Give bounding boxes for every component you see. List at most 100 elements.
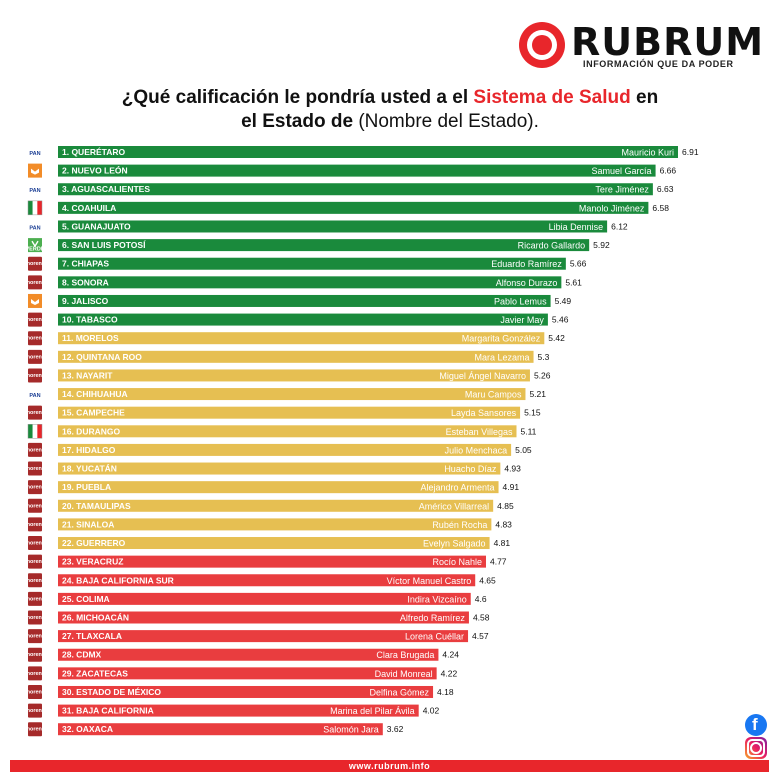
logo-dot-icon <box>532 35 552 55</box>
svg-text:morena: morena <box>25 596 46 602</box>
bar <box>58 183 653 196</box>
value-label: 5.05 <box>515 445 532 455</box>
party-logo-morena: morena <box>25 256 46 271</box>
party-logo-morena: morena <box>25 610 46 625</box>
state-label: 15. CAMPECHE <box>62 408 125 418</box>
party-logo-morena: morena <box>25 591 46 606</box>
party-logo-pan: PAN <box>28 219 42 234</box>
governor-label: Evelyn Salgado <box>423 539 486 549</box>
value-label: 4.6 <box>475 594 487 604</box>
svg-text:PAN: PAN <box>29 188 40 194</box>
instagram-icon[interactable] <box>745 737 767 759</box>
value-label: 5.61 <box>565 277 582 287</box>
governor-label: Ricardo Gallardo <box>518 241 586 251</box>
state-label: 26. MICHOACÁN <box>62 613 129 623</box>
party-logo-morena: morena <box>25 331 46 346</box>
bar <box>58 592 471 605</box>
svg-text:morena: morena <box>25 261 46 267</box>
svg-text:morena: morena <box>25 410 46 416</box>
svg-text:morena: morena <box>25 615 46 621</box>
value-label: 4.91 <box>503 482 520 492</box>
value-label: 6.91 <box>682 147 699 157</box>
governor-label: Clara Brugada <box>376 650 434 660</box>
svg-text:morena: morena <box>25 671 46 677</box>
party-logo-morena: morena <box>25 554 46 569</box>
state-label: 6. SAN LUIS POTOSÍ <box>62 240 146 250</box>
svg-text:morena: morena <box>25 280 46 286</box>
governor-label: Rubén Rocha <box>432 520 487 530</box>
value-label: 4.24 <box>442 650 459 660</box>
bar <box>58 388 526 401</box>
bar <box>58 704 419 717</box>
svg-text:morena: morena <box>25 485 46 491</box>
bar <box>58 276 562 289</box>
svg-text:PAN: PAN <box>29 393 40 399</box>
party-logo-morena: morena <box>25 405 46 420</box>
bar <box>58 369 530 382</box>
party-logo-morena: morena <box>25 517 46 532</box>
party-logo-mc <box>28 293 42 308</box>
svg-text:morena: morena <box>25 336 46 342</box>
governor-label: Alejandro Armenta <box>421 483 495 493</box>
bar <box>58 481 499 494</box>
bar <box>58 332 545 345</box>
value-label: 4.83 <box>495 519 512 529</box>
svg-text:morena: morena <box>25 373 46 379</box>
party-logo-pri <box>27 200 43 216</box>
governor-label: Layda Sansores <box>451 408 517 418</box>
value-label: 5.3 <box>538 352 550 362</box>
bar <box>58 685 434 698</box>
state-label: 12. QUINTANA ROO <box>62 352 142 362</box>
state-label: 18. YUCATÁN <box>62 464 117 474</box>
svg-text:VERDE: VERDE <box>26 247 45 253</box>
footer-url[interactable]: www.rubrum.info <box>10 760 769 772</box>
value-label: 4.81 <box>494 538 511 548</box>
facebook-icon[interactable]: f <box>745 714 767 736</box>
logo-wordmark: RUBRUM <box>571 20 765 64</box>
title-part3: el Estado de <box>241 111 359 132</box>
state-label: 23. VERACRUZ <box>62 557 123 567</box>
svg-text:morena: morena <box>25 727 46 733</box>
governor-label: Miguel Ángel Navarro <box>439 371 526 381</box>
party-logo-morena: morena <box>25 573 46 588</box>
party-logo-morena: morena <box>25 722 46 737</box>
value-label: 4.22 <box>441 668 458 678</box>
state-label: 2. NUEVO LEÓN <box>62 165 128 176</box>
bar <box>58 220 608 233</box>
value-label: 4.65 <box>479 575 496 585</box>
party-logo-morena: morena <box>25 275 46 290</box>
svg-text:morena: morena <box>25 522 46 528</box>
governor-label: Javier May <box>500 315 544 325</box>
state-label: 1. QUERÉTARO <box>62 147 126 157</box>
state-label: 25. COLIMA <box>62 594 110 604</box>
title-part2: en <box>630 87 659 108</box>
party-logo-morena: morena <box>25 703 46 718</box>
party-logo-pri <box>27 424 43 439</box>
governor-label: Tere Jiménez <box>595 185 649 195</box>
value-label: 6.66 <box>660 166 677 176</box>
state-label: 19. PUEBLA <box>62 482 111 492</box>
state-label: 11. MORELOS <box>62 333 119 343</box>
bar <box>58 443 512 456</box>
governor-label: Salomón Jara <box>323 725 379 735</box>
party-logo-morena: morena <box>25 442 46 457</box>
bar <box>58 164 656 177</box>
value-label: 5.42 <box>548 333 565 343</box>
bar <box>58 648 439 661</box>
state-label: 30. ESTADO DE MÉXICO <box>62 687 161 697</box>
state-label: 13. NAYARIT <box>62 370 113 380</box>
state-label: 31. BAJA CALIFORNIA <box>62 706 154 716</box>
governor-label: Margarita González <box>462 334 541 344</box>
value-label: 5.21 <box>529 389 546 399</box>
party-logo-morena: morena <box>25 368 46 383</box>
bar <box>58 723 383 736</box>
bar <box>58 518 492 531</box>
bar <box>58 611 469 624</box>
bar <box>58 630 469 643</box>
party-logo-morena: morena <box>25 629 46 644</box>
bar <box>58 350 534 363</box>
party-logo-pvem: VERDE <box>26 238 45 253</box>
party-logo-mc <box>28 163 42 178</box>
state-label: 32. OAXACA <box>62 724 113 734</box>
